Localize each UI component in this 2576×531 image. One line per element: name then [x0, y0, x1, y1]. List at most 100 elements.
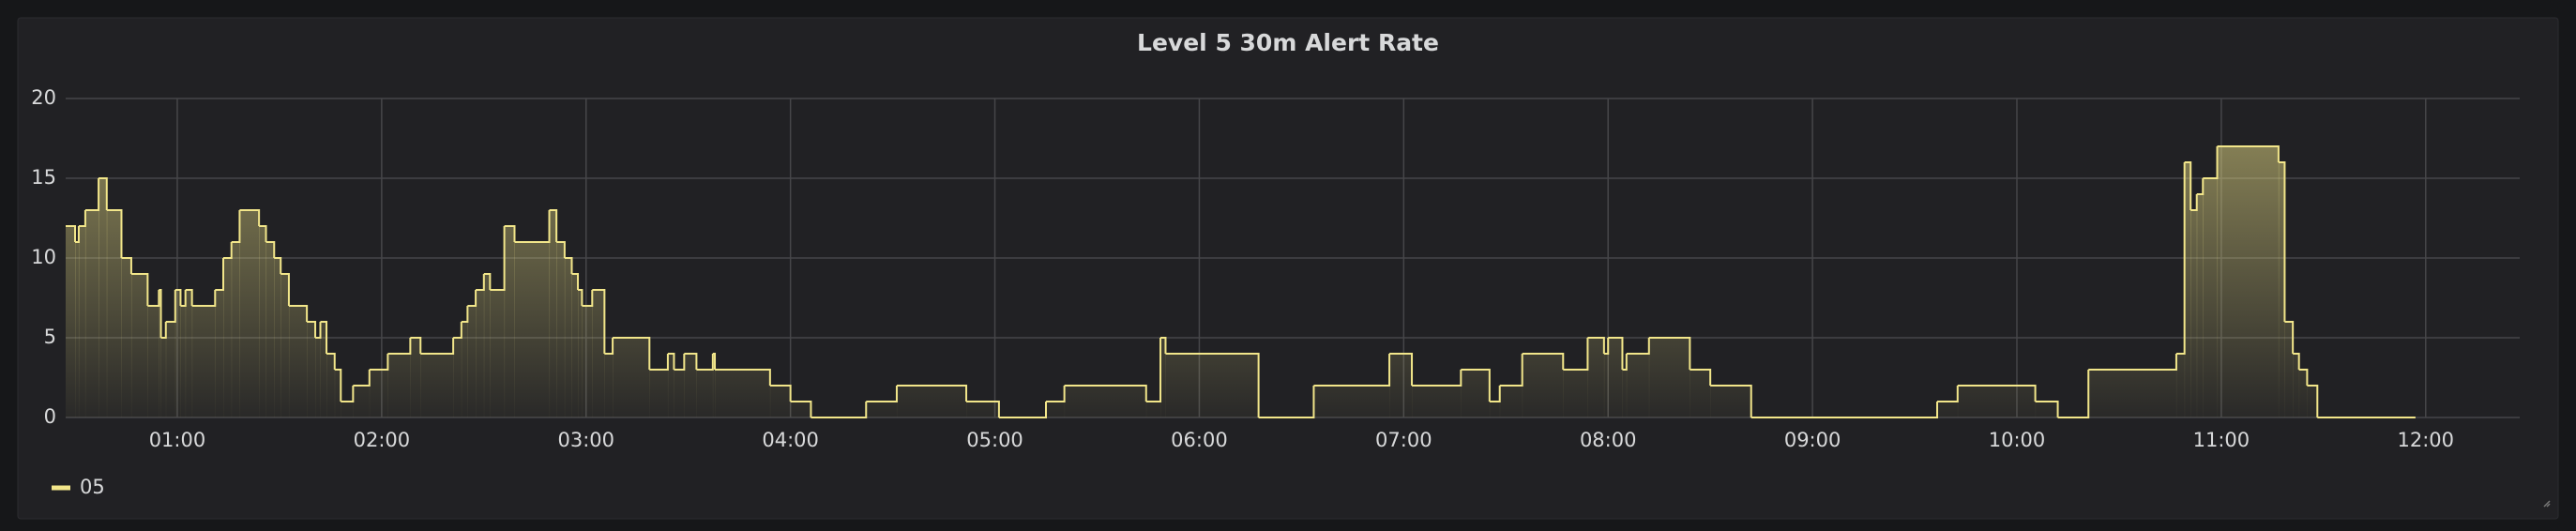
line-step [1145, 338, 1162, 402]
line-step [130, 273, 149, 306]
line-step [604, 338, 614, 355]
area-fill [84, 210, 99, 417]
area-fill [453, 338, 462, 417]
area-fill [147, 306, 159, 417]
line-step [1046, 386, 1066, 402]
line-step [684, 353, 698, 370]
area-fill [78, 226, 86, 417]
area-fill [1563, 370, 1588, 417]
area-fill [159, 290, 162, 417]
line-step [1461, 369, 1491, 402]
line-step [453, 322, 462, 339]
line-step [315, 322, 322, 339]
line-step [790, 401, 812, 417]
line-step [613, 337, 651, 370]
x-tick-label: 12:00 [2398, 429, 2455, 451]
line-step [592, 289, 606, 354]
area-fill [504, 226, 515, 417]
area-fill [2284, 322, 2294, 417]
line-step [265, 241, 276, 258]
line-step [239, 209, 261, 226]
area-fill [98, 178, 108, 417]
line-step [410, 337, 422, 354]
line-step [461, 306, 469, 323]
area-fill [1626, 354, 1650, 417]
area-fill [160, 338, 167, 417]
line-step [1064, 385, 1147, 402]
area-fill [2175, 354, 2186, 417]
area-fill [712, 354, 716, 417]
x-tick-label: 10:00 [1989, 429, 2046, 451]
line-step [1258, 386, 1315, 418]
area-fill [174, 290, 181, 417]
area-fill [490, 290, 506, 417]
x-tick-label: 08:00 [1580, 429, 1637, 451]
area-fill [280, 274, 290, 417]
area-fill [2203, 178, 2219, 417]
line-step [274, 257, 282, 274]
area-fill [222, 258, 233, 417]
area-fill [578, 290, 583, 417]
area-fill [265, 242, 275, 417]
line-step [667, 353, 675, 370]
line-step [180, 290, 187, 307]
area-fill [1957, 386, 2037, 417]
line-step [696, 354, 714, 371]
area-fill [1412, 386, 1462, 417]
area-fill [259, 226, 267, 417]
line-step [712, 353, 717, 370]
line-step [811, 402, 868, 418]
line-step [2217, 145, 2280, 162]
legend-label[interactable]: 05 [80, 476, 105, 498]
line-step [1160, 337, 1167, 354]
area-fill [2190, 210, 2198, 417]
resize-handle[interactable] [2543, 500, 2551, 508]
line-step [1522, 353, 1565, 370]
x-tick-label: 09:00 [1784, 429, 1841, 451]
line-step [78, 210, 86, 227]
area-fill [571, 274, 579, 417]
area-fill [1145, 402, 1161, 417]
line-step [1750, 402, 1939, 418]
area-fill [592, 290, 605, 417]
line-step [1587, 337, 1605, 354]
line-step [2035, 401, 2059, 417]
line-step [2196, 178, 2205, 195]
area-fill [696, 370, 714, 417]
line-step [715, 369, 771, 386]
line-step [326, 353, 336, 370]
line-step [1603, 338, 1610, 355]
line-step [1165, 353, 1260, 417]
area-fill [191, 306, 216, 417]
y-tick-label: 20 [31, 86, 56, 109]
line-step [1690, 369, 1712, 386]
line-step [1489, 386, 1501, 402]
area-fill [1608, 338, 1623, 417]
line-step [896, 385, 968, 402]
area-fill [604, 354, 614, 417]
area-fill [307, 322, 316, 417]
line-step [556, 241, 566, 258]
y-tick-label: 10 [31, 246, 56, 268]
area-fill [2184, 162, 2191, 417]
line-step [966, 401, 1000, 417]
area-fill [231, 242, 240, 417]
panel-title[interactable]: Level 5 30m Alert Rate [1137, 29, 1439, 56]
area-fill [564, 258, 572, 417]
line-step [549, 209, 558, 242]
y-tick-label: 5 [44, 326, 56, 348]
area-fill [582, 306, 593, 417]
area-fill [483, 274, 491, 417]
line-step [2307, 385, 2319, 417]
line-step [387, 338, 412, 355]
line-step [174, 289, 182, 306]
area-fill [353, 386, 371, 417]
area-fill [2035, 402, 2059, 417]
area-fill [1389, 354, 1413, 417]
x-tick-label: 02:00 [354, 429, 411, 451]
area-fill [896, 386, 967, 417]
line-step [353, 370, 371, 387]
area-fill [1690, 370, 1711, 417]
